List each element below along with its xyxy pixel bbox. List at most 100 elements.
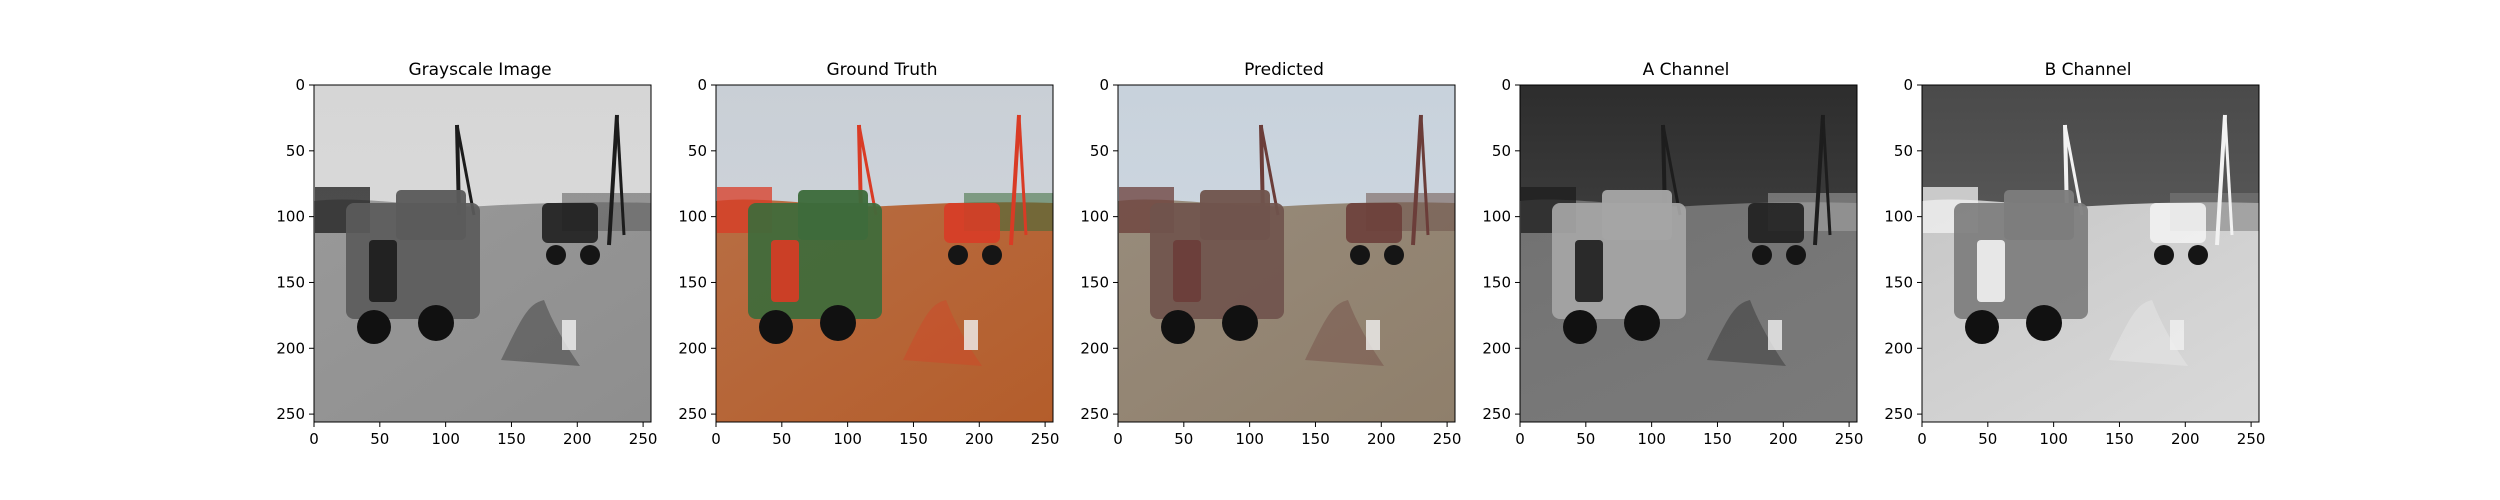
y-tick-label: 100 — [1482, 208, 1511, 226]
y-tick-label: 50 — [1894, 142, 1913, 160]
main-truck-cab — [396, 190, 466, 240]
front-wheel-left — [357, 310, 391, 344]
x-tick-label: 0 — [1113, 430, 1123, 448]
x-tick-label: 250 — [1031, 430, 1060, 448]
y-tick-label: 0 — [697, 76, 707, 94]
plot-border — [1117, 84, 1456, 423]
truck-grille — [1977, 240, 2005, 302]
rear-truck — [1748, 203, 1804, 243]
y-tick-label: 200 — [1884, 339, 1913, 357]
crane-brace-right — [1017, 114, 1028, 236]
y-tick-label: 50 — [1492, 142, 1511, 160]
x-tick-label: 250 — [2237, 430, 2266, 448]
y-tick-label: 100 — [678, 208, 707, 226]
x-tick-label: 100 — [833, 430, 862, 448]
rear-wheel-right — [580, 245, 600, 265]
desert-bush — [501, 300, 580, 366]
y-tick-label: 150 — [678, 273, 707, 291]
y-tick-label: 150 — [1884, 273, 1913, 291]
x-tick-label: 150 — [1301, 430, 1330, 448]
x-tick-label: 150 — [1703, 430, 1732, 448]
panel-image — [1520, 85, 1857, 422]
y-tick-label: 250 — [1080, 405, 1109, 423]
crane-brace-left — [455, 124, 476, 216]
x-tick-label: 100 — [1235, 430, 1264, 448]
panel-grayscale-image: Grayscale Image 0 50 100 150 200 250 0 50 100 150… — [276, 0, 680, 500]
y-tick-label: 50 — [688, 142, 707, 160]
y-tick-label: 0 — [295, 76, 305, 94]
crane-brace-left — [857, 124, 878, 216]
front-wheel-left — [1965, 310, 1999, 344]
desert-bush — [1305, 300, 1384, 366]
white-post — [562, 320, 576, 350]
x-tick-label: 50 — [1978, 430, 1997, 448]
main-truck-cab — [798, 190, 868, 240]
desert-bush — [1707, 300, 1786, 366]
rear-truck — [1346, 203, 1402, 243]
main-truck-cab — [1602, 190, 1672, 240]
y-tick-label: 200 — [1080, 339, 1109, 357]
x-tick-label: 0 — [1515, 430, 1525, 448]
plot-border — [1519, 84, 1858, 423]
y-tick-label: 100 — [1884, 208, 1913, 226]
crane-mast-right — [2215, 114, 2227, 246]
x-tick-label: 150 — [899, 430, 928, 448]
y-tick-label: 250 — [1884, 405, 1913, 423]
front-wheel-right — [1222, 305, 1258, 341]
front-wheel-right — [2026, 305, 2062, 341]
x-tick-label: 0 — [711, 430, 721, 448]
x-tick-label: 50 — [1174, 430, 1193, 448]
panel-title-predicted: Predicted — [1244, 60, 1324, 80]
rear-truck — [944, 203, 1000, 243]
truck-grille — [1575, 240, 1603, 302]
y-tick-label: 50 — [286, 142, 305, 160]
front-wheel-right — [820, 305, 856, 341]
panel-a-channel: A Channel 0 50 100 150 200 250 0 50 100 150 200 250 — [1482, 0, 1886, 500]
rear-wheel-left — [1350, 245, 1370, 265]
panel-b-channel: B Channel 0 50 100 150 200 250 0 50 100 150 200 250 — [1884, 0, 2288, 500]
panel-image — [1922, 85, 2259, 422]
truck-grille — [1173, 240, 1201, 302]
truck-grille — [771, 240, 799, 302]
white-post — [2170, 320, 2184, 350]
front-wheel-right — [418, 305, 454, 341]
x-tick-label: 250 — [629, 430, 658, 448]
x-tick-label: 150 — [2105, 430, 2134, 448]
rear-wheel-left — [1752, 245, 1772, 265]
rear-wheel-left — [2154, 245, 2174, 265]
x-tick-label: 50 — [370, 430, 389, 448]
crane-brace-right — [615, 114, 626, 236]
crane-mast-right — [1411, 114, 1423, 246]
panel-image — [1118, 85, 1455, 422]
y-tick-label: 50 — [1090, 142, 1109, 160]
x-tick-label: 150 — [497, 430, 526, 448]
rear-truck — [542, 203, 598, 243]
crane-brace-left — [1259, 124, 1280, 216]
y-tick-label: 0 — [1501, 76, 1511, 94]
plot-border — [715, 84, 1054, 423]
y-tick-label: 150 — [276, 273, 305, 291]
x-tick-label: 250 — [1835, 430, 1864, 448]
crane-brace-left — [1661, 124, 1682, 216]
panel-ground-truth: Ground Truth 0 50 100 150 200 250 0 50 100 150 200… — [678, 0, 1082, 500]
y-tick-label: 200 — [1482, 339, 1511, 357]
y-tick-label: 250 — [678, 405, 707, 423]
rear-wheel-right — [1786, 245, 1806, 265]
panel-image — [314, 85, 651, 422]
y-tick-label: 100 — [276, 208, 305, 226]
x-tick-label: 250 — [1433, 430, 1462, 448]
rear-wheel-left — [948, 245, 968, 265]
panel-title-b-channel: B Channel — [2044, 60, 2132, 80]
x-tick-label: 100 — [1637, 430, 1666, 448]
rear-wheel-right — [2188, 245, 2208, 265]
rear-wheel-right — [982, 245, 1002, 265]
panel-title-grayscale: Grayscale Image — [408, 60, 552, 80]
main-truck-cab — [2004, 190, 2074, 240]
main-truck-cab — [1200, 190, 1270, 240]
crane-brace-right — [2223, 114, 2234, 236]
x-tick-label: 100 — [431, 430, 460, 448]
